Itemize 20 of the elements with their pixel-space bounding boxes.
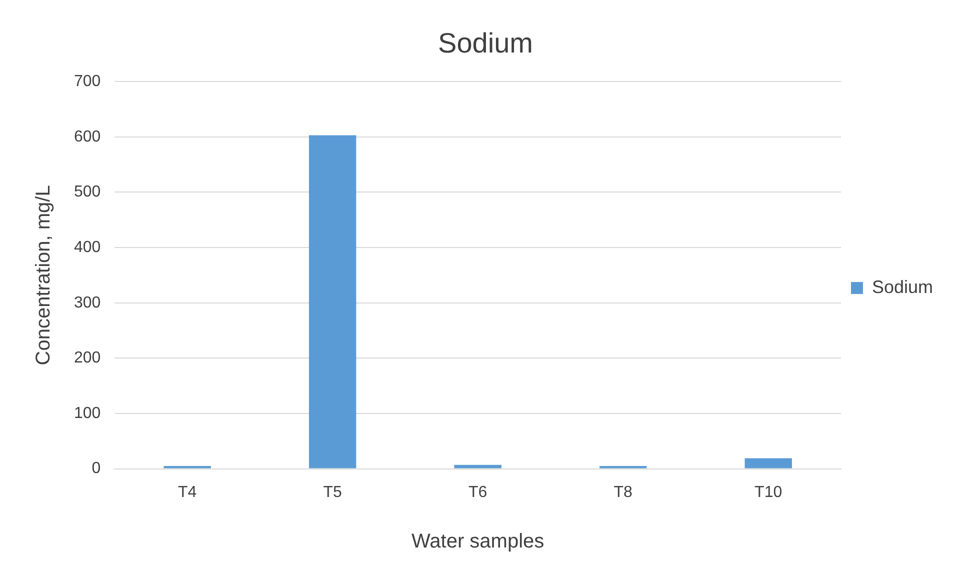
y-axis-title: Concentration, mg/L (32, 185, 55, 366)
x-tick-label: T10 (754, 484, 782, 501)
bar (308, 135, 356, 468)
y-tick-label: 400 (74, 238, 101, 256)
y-tick-label: 500 (74, 184, 101, 201)
y-tick-label: 200 (74, 350, 101, 367)
legend-label: Sodium (872, 276, 933, 297)
y-tick-label: 600 (74, 128, 101, 146)
bar (744, 458, 792, 468)
bar (454, 464, 502, 468)
x-axis-title: Water samples (412, 530, 544, 553)
x-tick-label: T4 (178, 484, 197, 501)
x-tick-label: T5 (323, 484, 342, 501)
chart-title: Sodium (438, 28, 533, 59)
x-tick-label: T8 (614, 484, 633, 501)
y-tick-label: 100 (74, 404, 101, 422)
y-tick-label: 300 (74, 294, 101, 312)
x-tick-label: T6 (468, 484, 488, 501)
y-tick-label: 0 (92, 460, 101, 478)
y-tick-label: 700 (74, 73, 101, 90)
